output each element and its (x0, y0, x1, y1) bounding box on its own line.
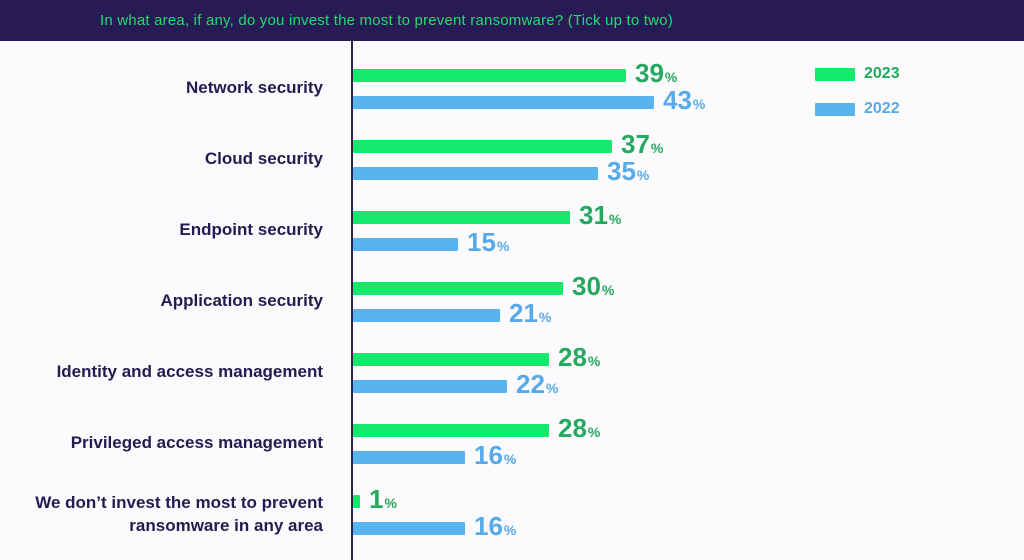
category-label: Cloud security (204, 149, 323, 169)
bar-2023 (353, 494, 360, 508)
bar-line-2022: 16% (353, 439, 1024, 470)
chart-row-network-security: Network security 39% 43% (0, 53, 1024, 124)
bar-2023 (353, 281, 563, 295)
bar-2023 (353, 210, 570, 224)
bar-line-2022: 16% (353, 510, 1024, 541)
legend-label-2022: 2022 (864, 100, 900, 117)
axis-baseline (351, 41, 353, 560)
category-label: Privileged access management (70, 433, 323, 453)
bar-2022 (353, 166, 598, 180)
bar-2022 (353, 521, 465, 535)
bar-2023 (353, 423, 549, 437)
chart-row-endpoint-security: Endpoint security 31% 15% (0, 195, 1024, 266)
bar-line-2022: 43% (353, 84, 1024, 115)
bar-line-2023: 37% (353, 128, 1024, 159)
bar-value-2022: 22% (516, 368, 559, 399)
bar-value-2023: 37% (621, 128, 664, 159)
bar-value-2022: 43% (663, 84, 706, 115)
chart-row-application-security: Application security 30% 21% (0, 266, 1024, 337)
bar-line-2023: 28% (353, 412, 1024, 443)
bar-2022 (353, 237, 458, 251)
bar-value-2023: 28% (558, 412, 601, 443)
legend-swatch-2022 (815, 102, 855, 116)
bar-2023 (353, 68, 626, 82)
category-label: Identity and access management (56, 362, 323, 382)
legend-item-2022: 2022 (815, 100, 900, 118)
bar-2022 (353, 95, 654, 109)
bar-line-2022: 21% (353, 297, 1024, 328)
bar-line-2023: 1% (353, 483, 1024, 514)
bar-value-2023: 30% (572, 270, 615, 301)
bar-value-2022: 21% (509, 297, 552, 328)
bar-2022 (353, 379, 507, 393)
bar-2022 (353, 450, 465, 464)
bar-line-2022: 15% (353, 226, 1024, 257)
bar-value-2022: 16% (474, 510, 517, 541)
bar-line-2023: 30% (353, 270, 1024, 301)
category-label: Application security (160, 291, 323, 311)
bar-line-2022: 35% (353, 155, 1024, 186)
category-label: Endpoint security (179, 220, 323, 240)
legend-swatch-2023 (815, 67, 855, 81)
chart-row-cloud-security: Cloud security 37% 35% (0, 124, 1024, 195)
bar-2022 (353, 308, 500, 322)
bar-line-2023: 28% (353, 341, 1024, 372)
chart-row-privileged-access-management: Privileged access management 28% 16% (0, 408, 1024, 479)
chart-row-identity-access-management: Identity and access management 28% 22% (0, 337, 1024, 408)
bar-2023 (353, 139, 612, 153)
bar-value-2023: 1% (369, 483, 397, 514)
bar-line-2022: 22% (353, 368, 1024, 399)
legend-label-2023: 2023 (864, 65, 900, 82)
bar-value-2023: 31% (579, 199, 622, 230)
bar-line-2023: 31% (353, 199, 1024, 230)
bar-rows: Network security 39% 43% Cloud security … (0, 53, 1024, 550)
bar-value-2023: 39% (635, 57, 678, 88)
header-band: In what area, if any, do you invest the … (0, 0, 1024, 41)
bar-line-2023: 39% (353, 57, 1024, 88)
chart-area: Network security 39% 43% Cloud security … (0, 41, 1024, 560)
chart-row-no-investment: We don’t invest the most to prevent rans… (0, 479, 1024, 550)
category-label: We don’t invest the most to prevent rans… (35, 493, 323, 535)
legend: 2023 2022 (815, 65, 900, 118)
bar-value-2022: 35% (607, 155, 650, 186)
chart-title: In what area, if any, do you invest the … (100, 12, 673, 29)
legend-item-2023: 2023 (815, 65, 900, 83)
bar-value-2022: 15% (467, 226, 510, 257)
bar-value-2023: 28% (558, 341, 601, 372)
category-label: Network security (186, 78, 323, 98)
bar-2023 (353, 352, 549, 366)
bar-value-2022: 16% (474, 439, 517, 470)
